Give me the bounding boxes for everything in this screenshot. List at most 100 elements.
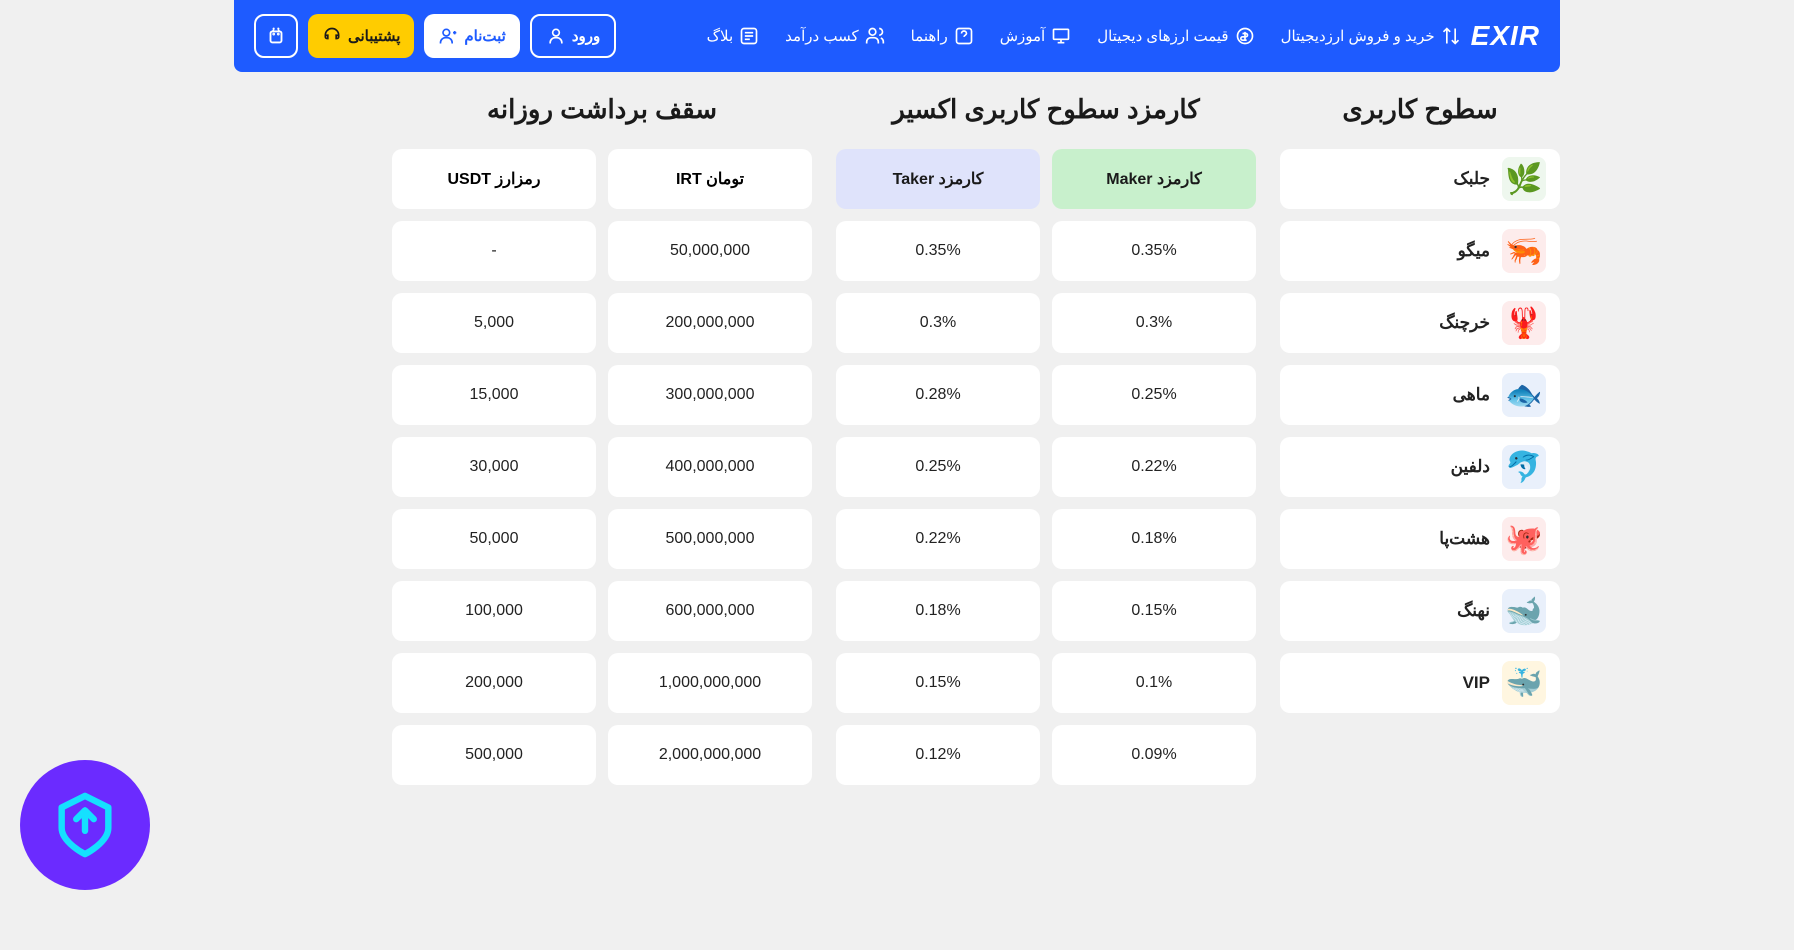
level-label: ماهی <box>1453 385 1490 405</box>
signup-label: ثبت‌نام <box>464 27 505 45</box>
taker-cell: 0.15% <box>836 653 1040 713</box>
login-icon <box>546 26 566 46</box>
level-label: جلبک <box>1454 169 1490 189</box>
usdt-cell: 30,000 <box>392 437 596 497</box>
taker-cell: 0.18% <box>836 581 1040 641</box>
blog-icon <box>739 26 759 46</box>
irt-cell: 1,000,000,000 <box>608 653 812 713</box>
prices-icon <box>1235 26 1255 46</box>
maker-cell: 0.1% <box>1052 653 1256 713</box>
nav-link-blog[interactable]: بلاگ <box>707 26 760 46</box>
level-card[interactable]: 🦐 میگو <box>1280 221 1560 281</box>
usdt-cell: 5,000 <box>392 293 596 353</box>
taker-header: کارمزد Taker <box>836 149 1040 209</box>
level-label: دلفین <box>1451 457 1490 477</box>
nav-label: آموزش <box>1000 27 1046 45</box>
floating-badge[interactable] <box>20 760 150 890</box>
levels-panel: سطوح کاربری 🌿 جلبک 🦐 میگو 🦞 خرچنگ 🐟 ماهی 🐬 دلفین 🐙… <box>1280 94 1560 797</box>
irt-column: تومان IRT 50,000,000200,000,000300,000,0… <box>608 149 812 797</box>
usdt-cell: 15,000 <box>392 365 596 425</box>
nav-link-learn[interactable]: آموزش <box>1000 26 1072 46</box>
taker-cell: 0.12% <box>836 725 1040 785</box>
level-icon: 🐋 <box>1502 589 1546 633</box>
level-icon: 🦐 <box>1502 229 1546 273</box>
nav-link-help[interactable]: راهنما <box>911 26 974 46</box>
nav-link-earn[interactable]: کسب درآمد <box>785 26 884 46</box>
usdt-cell: - <box>392 221 596 281</box>
maker-cell: 0.3% <box>1052 293 1256 353</box>
maker-header: کارمزد Maker <box>1052 149 1256 209</box>
learn-icon <box>1051 26 1071 46</box>
level-card[interactable]: 🐋 نهنگ <box>1280 581 1560 641</box>
maker-cell: 0.35% <box>1052 221 1256 281</box>
login-label: ورود <box>572 27 600 45</box>
level-label: میگو <box>1458 241 1490 261</box>
nav-label: کسب درآمد <box>785 27 858 45</box>
nav-label: قیمت ارزهای دیجیتال <box>1097 27 1228 45</box>
level-icon: 🐟 <box>1502 373 1546 417</box>
usdt-cell: 50,000 <box>392 509 596 569</box>
brand-logo[interactable]: EXIR <box>1471 20 1540 52</box>
help-icon <box>954 26 974 46</box>
level-label: نهنگ <box>1457 601 1490 621</box>
maker-cell: 0.15% <box>1052 581 1256 641</box>
taker-column: کارمزد Taker 0.35%0.3%0.28%0.25%0.22%0.1… <box>836 149 1040 797</box>
maker-cell: 0.09% <box>1052 725 1256 785</box>
usdt-cell: 500,000 <box>392 725 596 785</box>
usdt-column: رمزارز USDT - 5,000 15,000 30,000 50,000 100,… <box>392 149 596 797</box>
taker-cell: 0.35% <box>836 221 1040 281</box>
nav-label: راهنما <box>911 27 948 45</box>
level-icon: 🐬 <box>1502 445 1546 489</box>
level-label: خرچنگ <box>1439 313 1490 333</box>
maker-cell: 0.18% <box>1052 509 1256 569</box>
signup-icon <box>438 26 458 46</box>
earn-icon <box>865 26 885 46</box>
maker-column: کارمزد Maker 0.35% 0.3% 0.25% 0.22% 0.18% 0.1… <box>1052 149 1256 797</box>
app-download-button[interactable] <box>254 14 298 58</box>
irt-cell: 600,000,000 <box>608 581 812 641</box>
maker-cell: 0.25% <box>1052 365 1256 425</box>
level-card[interactable]: 🦞 خرچنگ <box>1280 293 1560 353</box>
maker-cell: 0.22% <box>1052 437 1256 497</box>
levels-title: سطوح کاربری <box>1280 94 1560 125</box>
withdraw-panel: سقف برداشت روزانه تومان IRT 50,000,00020… <box>392 94 812 797</box>
level-card[interactable]: 🌿 جلبک <box>1280 149 1560 209</box>
irt-cell: 200,000,000 <box>608 293 812 353</box>
nav-links: خرید و فروش ارزدیجیتال قیمت ارزهای دیجیت… <box>616 26 1460 46</box>
level-card[interactable]: 🐳 VIP <box>1280 653 1560 713</box>
headset-icon <box>322 26 342 46</box>
fees-title: کارمزد سطوح کاربری اکسیر <box>836 94 1256 125</box>
badge-logo-icon <box>50 790 120 860</box>
android-icon <box>265 25 287 47</box>
irt-header: تومان IRT <box>608 149 812 209</box>
nav-link-prices[interactable]: قیمت ارزهای دیجیتال <box>1097 26 1254 46</box>
level-icon: 🌿 <box>1502 157 1546 201</box>
level-card[interactable]: 🐙هشت‌پا <box>1280 509 1560 569</box>
taker-cell: 0.22% <box>836 509 1040 569</box>
top-nav: EXIR خرید و فروش ارزدیجیتال قیمت ارزهای … <box>234 0 1560 72</box>
level-label: هشت‌پا <box>1439 529 1490 549</box>
level-card[interactable]: 🐬 دلفین <box>1280 437 1560 497</box>
usdt-header: رمزارز USDT <box>392 149 596 209</box>
level-icon: 🦞 <box>1502 301 1546 345</box>
nav-actions: پشتیبانی ثبت‌نام ورود <box>254 14 616 58</box>
irt-cell: 500,000,000 <box>608 509 812 569</box>
usdt-cell: 200,000 <box>392 653 596 713</box>
signup-button[interactable]: ثبت‌نام <box>424 14 519 58</box>
nav-label: بلاگ <box>707 27 734 45</box>
nav-link-trade[interactable]: خرید و فروش ارزدیجیتال <box>1281 26 1461 46</box>
withdraw-title: سقف برداشت روزانه <box>392 94 812 125</box>
irt-cell: 400,000,000 <box>608 437 812 497</box>
login-button[interactable]: ورود <box>530 14 616 58</box>
fees-panel: کارمزد سطوح کاربری اکسیر کارمزد Maker 0.… <box>836 94 1256 797</box>
support-label: پشتیبانی <box>348 27 400 45</box>
level-label: VIP <box>1463 673 1490 693</box>
taker-cell: 0.25% <box>836 437 1040 497</box>
usdt-cell: 100,000 <box>392 581 596 641</box>
level-icon: 🐳 <box>1502 661 1546 705</box>
content: سطوح کاربری 🌿 جلبک 🦐 میگو 🦞 خرچنگ 🐟 ماهی 🐬 دلفین 🐙… <box>0 72 1794 797</box>
support-button[interactable]: پشتیبانی <box>308 14 414 58</box>
nav-label: خرید و فروش ارزدیجیتال <box>1281 27 1435 45</box>
level-card[interactable]: 🐟 ماهی <box>1280 365 1560 425</box>
taker-cell: 0.28% <box>836 365 1040 425</box>
